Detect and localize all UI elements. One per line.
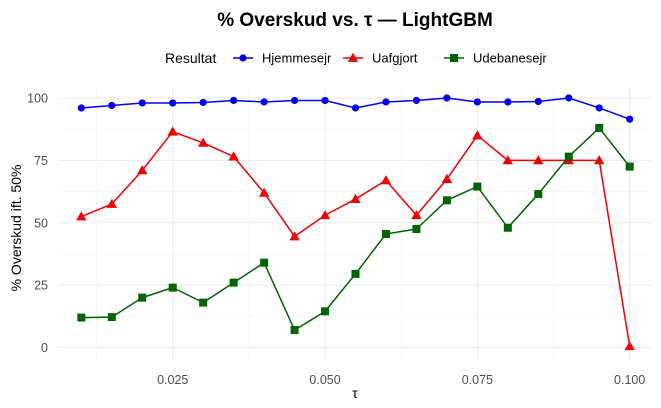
x-tick-label: 0.025 <box>157 373 188 387</box>
data-point-uafgjort <box>106 198 117 208</box>
data-point-udebanesejr <box>412 224 421 233</box>
data-point-udebanesejr <box>534 190 543 199</box>
data-point-udebanesejr <box>473 182 482 191</box>
data-point-hjemmesejr <box>412 96 421 105</box>
data-point-uafgjort <box>137 165 148 175</box>
legend-key-marker <box>347 52 359 62</box>
data-point-udebanesejr <box>564 152 573 161</box>
x-tick-label: 0.050 <box>309 373 340 387</box>
legend-key-marker <box>239 54 247 62</box>
data-point-udebanesejr <box>77 313 86 322</box>
data-point-hjemmesejr <box>260 98 268 106</box>
data-point-udebanesejr <box>290 326 299 335</box>
data-point-hjemmesejr <box>290 96 299 105</box>
x-tick-label: 0.075 <box>462 373 493 387</box>
data-point-uafgjort <box>319 210 331 220</box>
data-point-hjemmesejr <box>565 94 573 102</box>
data-point-hjemmesejr <box>443 94 451 102</box>
data-point-uafgjort <box>350 193 361 203</box>
data-point-uafgjort <box>441 173 453 183</box>
data-point-udebanesejr <box>229 278 238 287</box>
data-point-uafgjort <box>258 187 270 197</box>
data-point-uafgjort <box>228 151 239 161</box>
x-tick-label: 0.100 <box>614 373 645 387</box>
data-point-uafgjort <box>289 231 300 241</box>
data-point-udebanesejr <box>199 298 208 307</box>
data-point-udebanesejr <box>351 269 360 278</box>
legend-label-hjemmesejr: Hjemmesejr <box>262 51 332 66</box>
legend-item-uafgjort: Uafgjort <box>343 51 418 66</box>
y-tick-label: 50 <box>34 216 48 230</box>
series-uafgjort <box>76 126 635 351</box>
data-point-uafgjort <box>197 137 209 147</box>
y-tick-label: 75 <box>34 154 48 168</box>
data-point-uafgjort <box>380 175 392 185</box>
data-point-uafgjort <box>533 155 544 165</box>
data-point-uafgjort <box>411 210 422 220</box>
series-hjemmesejr <box>77 94 634 123</box>
data-point-udebanesejr <box>107 313 116 322</box>
legend-label-udebanesejr: Udebanesejr <box>473 51 547 66</box>
data-point-uafgjort <box>167 126 178 136</box>
data-point-hjemmesejr <box>534 97 542 106</box>
data-point-uafgjort <box>624 341 635 351</box>
data-point-udebanesejr <box>321 307 330 316</box>
series-layer <box>76 94 635 351</box>
data-point-uafgjort <box>594 155 605 165</box>
data-point-udebanesejr <box>381 229 390 238</box>
data-point-udebanesejr <box>168 283 177 292</box>
y-tick-label: 25 <box>34 279 48 293</box>
data-point-uafgjort <box>472 130 483 140</box>
data-point-udebanesejr <box>625 162 634 171</box>
data-point-hjemmesejr <box>595 104 603 112</box>
data-point-uafgjort <box>502 155 514 165</box>
data-point-hjemmesejr <box>108 101 116 110</box>
data-point-uafgjort <box>76 211 87 221</box>
legend: Resultat Hjemmesejr Uafgjort Udebanesejr <box>165 50 547 66</box>
data-point-hjemmesejr <box>169 99 177 107</box>
y-tick-label: 100 <box>27 91 48 105</box>
data-point-udebanesejr <box>138 293 147 302</box>
data-point-hjemmesejr <box>138 99 146 107</box>
data-point-udebanesejr <box>503 223 512 232</box>
legend-label-uafgjort: Uafgjort <box>372 51 418 66</box>
data-point-hjemmesejr <box>473 98 481 106</box>
data-point-udebanesejr <box>260 258 269 267</box>
data-point-hjemmesejr <box>321 96 329 105</box>
series-udebanesejr <box>77 123 634 335</box>
data-point-udebanesejr <box>442 196 451 205</box>
data-point-hjemmesejr <box>382 98 390 106</box>
x-axis-title: τ <box>352 385 358 401</box>
data-point-hjemmesejr <box>351 104 360 112</box>
series-line-uafgjort <box>81 130 631 347</box>
data-point-hjemmesejr <box>504 98 512 106</box>
axis-ticks: 0.025 0.050 0.075 0.100 0 25 50 75 100 <box>27 91 645 387</box>
data-point-hjemmesejr <box>77 104 85 112</box>
data-point-hjemmesejr <box>626 115 634 123</box>
grid <box>60 88 651 360</box>
y-axis-title: % Overskud ift. 50% <box>8 165 24 292</box>
chart-title: % Overskud vs. τ — LightGBM <box>217 10 493 31</box>
series-line-udebanesejr <box>81 127 631 331</box>
data-point-udebanesejr <box>595 123 604 132</box>
legend-title: Resultat <box>165 50 216 66</box>
legend-item-hjemmesejr: Hjemmesejr <box>233 51 332 66</box>
legend-item-udebanesejr: Udebanesejr <box>444 51 547 66</box>
data-point-hjemmesejr <box>230 96 238 105</box>
data-point-hjemmesejr <box>199 98 207 107</box>
y-tick-label: 0 <box>41 341 48 355</box>
legend-key-marker <box>450 54 458 62</box>
